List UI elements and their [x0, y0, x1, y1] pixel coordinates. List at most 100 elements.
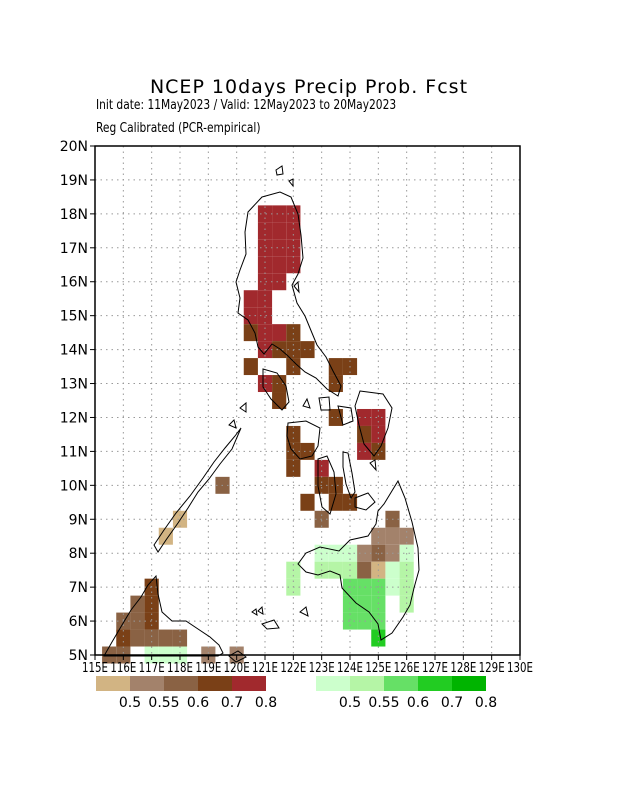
dry-legend-swatch [130, 676, 164, 691]
prob-cell-dry [328, 375, 343, 393]
wet-legend-label: 0.55 [368, 695, 399, 711]
panay-coast [286, 420, 321, 460]
dry-legend-swatch [164, 676, 198, 691]
prob-cell-dry [257, 290, 273, 308]
prob-cell-dry [272, 239, 287, 257]
prob-cell-dry [257, 256, 273, 274]
wet-legend-swatch [316, 676, 350, 691]
prob-cell-dry [357, 425, 372, 443]
prob-cell-wet [385, 561, 400, 579]
prob-cell-dry [272, 222, 287, 240]
lat-label: 8N [69, 546, 88, 562]
lat-label: 17N [60, 241, 88, 257]
prob-cell-wet [328, 561, 343, 579]
prob-cell-wet [357, 612, 372, 630]
wet-legend-label: 0.7 [441, 695, 463, 711]
prob-cell-dry [371, 425, 386, 443]
lon-label: 130E [507, 661, 533, 676]
lon-label: 121E [252, 661, 278, 676]
lat-label: 16N [60, 275, 88, 291]
lat-label: 9N [69, 512, 88, 528]
prob-cell-dry [328, 476, 343, 494]
prob-cell-dry [272, 341, 287, 359]
wet-legend-swatch [452, 676, 486, 691]
prob-cell-dry [257, 324, 273, 342]
lon-label: 127E [422, 661, 448, 676]
prob-cell-dry [158, 629, 173, 647]
lat-label: 6N [69, 614, 88, 630]
prob-cell-dry [130, 612, 145, 630]
prob-cell-dry [385, 527, 400, 545]
lon-label: 125E [365, 661, 391, 676]
prob-cell-dry [286, 459, 301, 477]
prob-cell-wet [371, 629, 386, 647]
prob-cell-wet [357, 578, 372, 596]
prob-cell-dry [257, 222, 273, 240]
lon-label: 119E [195, 661, 221, 676]
lat-label: 20N [60, 139, 88, 155]
prob-cell-dry [357, 561, 372, 579]
method-line: Reg Calibrated (PCR-empirical) [96, 121, 261, 136]
dry-legend-label: 0.55 [148, 695, 179, 711]
prob-cell-dry [371, 527, 386, 545]
prob-cell-dry [257, 307, 273, 325]
prob-cell-dry [357, 408, 372, 426]
prob-cell-dry [399, 527, 414, 545]
prob-cell-dry [144, 612, 159, 630]
babuyan-islands [275, 165, 294, 188]
prob-cell-dry [328, 493, 343, 511]
prob-cell-dry [300, 341, 315, 359]
lon-label: 123E [309, 661, 335, 676]
cebu-coast [342, 451, 356, 500]
prob-cell-wet [371, 612, 386, 630]
prob-cell-dry [300, 493, 315, 511]
gridlines [95, 146, 520, 655]
masbate-coast [318, 396, 354, 426]
prob-cell-dry [272, 324, 287, 342]
palawan-coast [153, 427, 242, 553]
lat-label: 5N [69, 648, 88, 664]
prob-cell-dry [130, 629, 145, 647]
wet-legend-label: 0.6 [407, 695, 429, 711]
lon-label: 122E [280, 661, 306, 676]
prob-cell-dry [357, 544, 372, 562]
prob-cell-dry [300, 442, 315, 460]
prob-cell-dry [158, 527, 173, 545]
prob-cell-dry [342, 493, 358, 511]
prob-cell-wet [371, 595, 386, 613]
prob-cell-dry [371, 442, 386, 460]
prob-cell-wet [357, 595, 372, 613]
prob-cell-dry [286, 324, 301, 342]
prob-cell-dry [257, 205, 273, 223]
prob-cell-dry [357, 442, 372, 460]
prob-cell-dry [272, 273, 287, 291]
prob-cell-dry [257, 239, 273, 257]
luzon-coast [235, 191, 342, 397]
lat-label: 13N [60, 377, 88, 393]
lat-label: 12N [60, 410, 88, 426]
samar-coast [354, 390, 393, 457]
prob-cell-dry [243, 290, 258, 308]
borneo-coast [103, 574, 224, 657]
coastline [103, 165, 420, 663]
prob-cell-dry [286, 222, 301, 240]
negros-coast [317, 455, 337, 515]
axis-labels: 5N 6N 7N 8N 9N 10N 11N 12N 13N 14N 15N 16N 17N 18N 19N… [60, 139, 533, 676]
dry-legend-label: 0.6 [187, 695, 209, 711]
lat-label: 10N [60, 478, 88, 494]
prob-cell-dry [144, 595, 159, 613]
mindoro-coast [262, 368, 290, 411]
lon-label: 115E [82, 661, 108, 676]
prob-cell-dry [243, 358, 258, 376]
lon-label: 116E [110, 661, 136, 676]
lat-label: 7N [69, 580, 88, 596]
islets [228, 280, 377, 615]
prob-cell-dry [243, 324, 258, 342]
dry-legend-label: 0.7 [221, 695, 243, 711]
lon-label: 120E [224, 661, 250, 676]
prob-cell-dry [286, 256, 301, 274]
prob-cell-dry [144, 629, 159, 647]
probability-cells [102, 205, 414, 664]
lat-label: 11N [60, 444, 88, 460]
